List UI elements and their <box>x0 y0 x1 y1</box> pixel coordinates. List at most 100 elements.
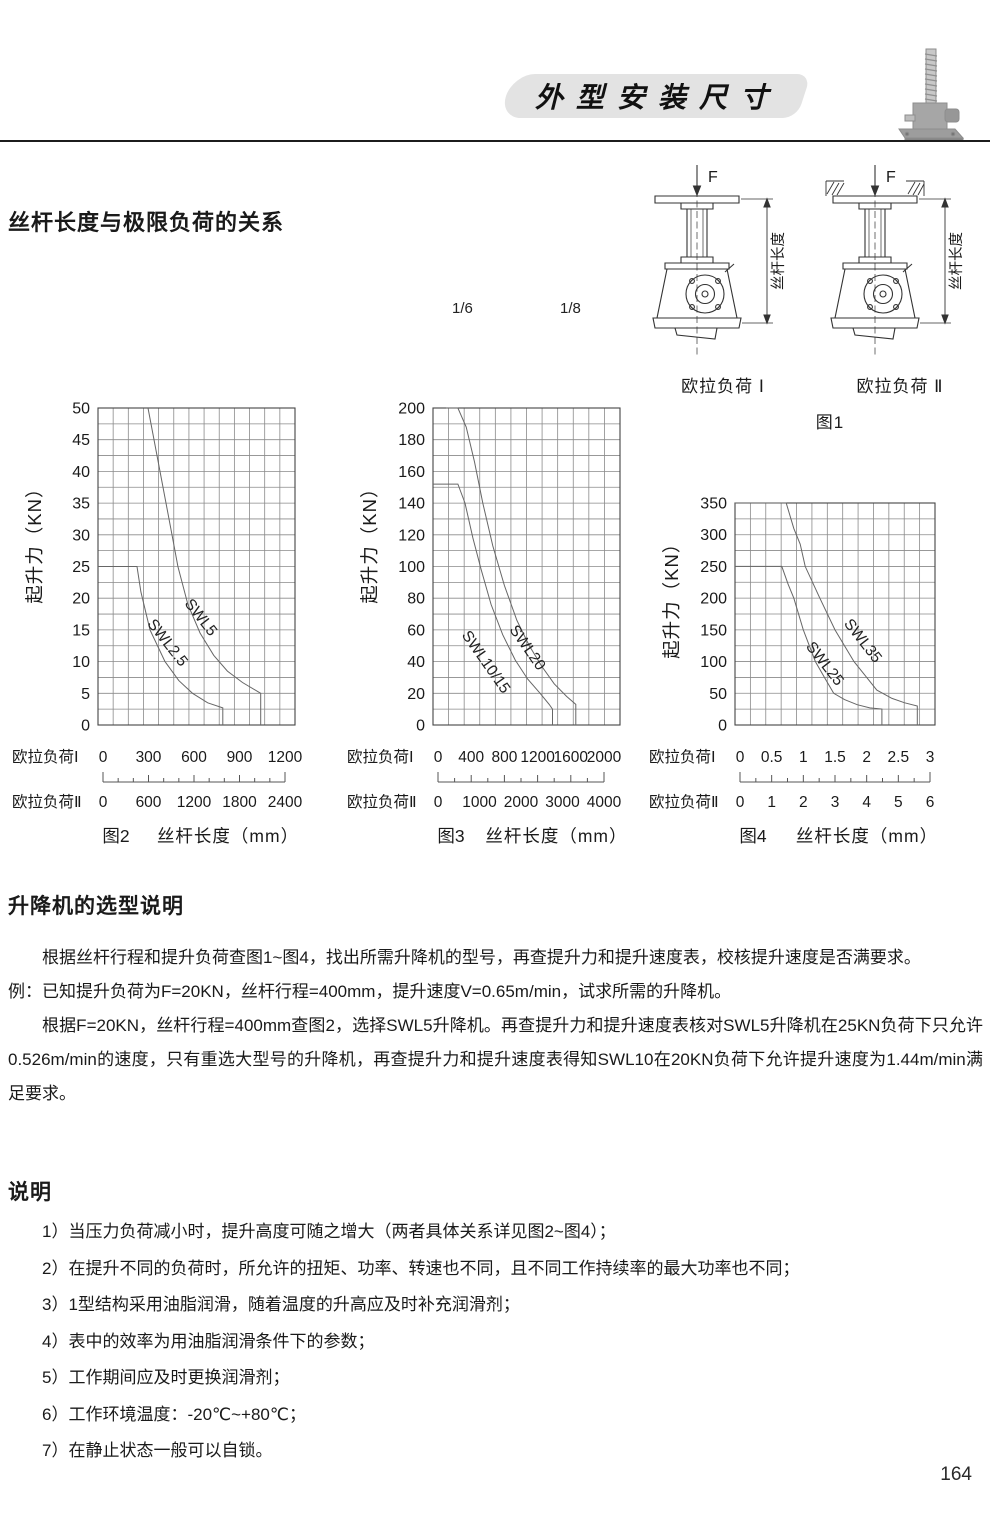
screw-length-dim-label: 丝杆长度 <box>770 232 787 290</box>
screw-length-dim-label: 丝杆长度 <box>948 232 965 290</box>
force-label: F <box>886 169 896 186</box>
euler2-row-label: 欧拉负荷Ⅱ <box>12 793 82 811</box>
scale-note-1-8: 1/8 <box>560 300 581 317</box>
euler1-tick: 1 <box>799 749 808 766</box>
euler1-tick: 0 <box>736 749 745 766</box>
euler1-tick: 600 <box>181 749 207 766</box>
euler1-tick: 400 <box>458 749 484 766</box>
euler1-row-label: 欧拉负荷Ⅰ <box>12 748 79 766</box>
x-axis-title: 丝杆长度（mm） <box>485 826 627 846</box>
selection-paragraph-3: 根据F=20KN，丝杆行程=400mm查图2，选择SWL5升降机。再查提升力和提… <box>8 1016 983 1103</box>
y-tick-label: 350 <box>700 496 727 513</box>
selection-paragraph-2: 例：已知提升负荷为F=20KN，丝杆行程=400mm，提升速度V=0.65m/m… <box>8 982 732 1001</box>
euler1-tick: 2 <box>862 749 871 766</box>
euler-load-1-diagram: F 丝杆长度 <box>645 160 787 365</box>
y-tick-label: 40 <box>72 464 90 481</box>
euler2-tick: 4000 <box>587 794 622 811</box>
euler1-tick: 900 <box>227 749 253 766</box>
selection-heading: 升降机的选型说明 <box>8 895 184 918</box>
selection-paragraph-1: 根据丝杆行程和提升负荷查图1~图4，找出所需升降机的型号，再查提升力和提升速度表… <box>42 948 921 967</box>
euler2-tick: 3000 <box>545 794 580 811</box>
header-banner: 外型安装尺寸 <box>498 74 812 118</box>
figure-number: 图2 <box>102 826 129 846</box>
plot-border <box>432 407 621 726</box>
scale-note-1-6: 1/6 <box>452 300 473 317</box>
euler1-tick: 1200 <box>268 749 303 766</box>
x-axis-title: 丝杆长度（mm） <box>157 826 299 846</box>
euler1-tick: 1200 <box>520 749 555 766</box>
chart-svg: 0 20 40 60 80 100 120 140 160 180 200 起升力（KN） SWL10/… <box>347 401 627 847</box>
euler2-row-label: 欧拉负荷Ⅱ <box>649 793 719 811</box>
euler2-tick: 1000 <box>462 794 497 811</box>
y-tick-label: 30 <box>72 527 90 544</box>
y-tick-label: 100 <box>700 654 727 671</box>
euler1-tick: 1600 <box>554 749 589 766</box>
note-item: 4）表中的效率为用油脂润滑条件下的参数； <box>42 1331 375 1351</box>
y-tick-label: 35 <box>72 496 90 513</box>
notes-heading: 说明 <box>8 1181 52 1204</box>
y-tick-label: 160 <box>398 464 425 481</box>
y-tick-label: 0 <box>416 718 425 735</box>
euler1-tick: 0 <box>99 749 108 766</box>
y-axis-title: 起升力（KN） <box>661 534 682 659</box>
chart-figure4: 0 50 100 150 200 250 300 350 起升力（KN） SWL25 SWL35 欧拉… <box>647 395 982 855</box>
curve-label: SWL25 <box>802 639 847 690</box>
y-tick-label: 50 <box>709 686 727 703</box>
chart-svg: 05101520253035404550起升力（KN）SWL2.5SWL5欧拉负… <box>12 401 303 847</box>
note-item: 3）1型结构采用油脂润滑，随着温度的升高应及时补充润滑剂； <box>42 1295 520 1314</box>
x-axis-title: 丝杆长度（mm） <box>796 826 938 846</box>
euler2-tick: 1 <box>767 794 776 811</box>
euler2-tick: 0 <box>736 794 745 811</box>
y-tick-label: 200 <box>700 591 727 608</box>
page-title: 外型安装尺寸 <box>534 82 781 113</box>
curve-SWL5 <box>147 407 262 725</box>
y-tick-label: 180 <box>398 432 425 449</box>
y-tick-label: 25 <box>72 559 90 576</box>
header-divider <box>0 140 990 143</box>
y-axis-title: 起升力（KN） <box>359 479 380 604</box>
euler1-tick: 2000 <box>587 749 622 766</box>
y-tick-label: 40 <box>407 654 425 671</box>
curve-SWL35 <box>735 502 918 725</box>
x-ruler <box>437 772 605 783</box>
euler2-tick: 0 <box>434 794 443 811</box>
curve-label: SWL10/15 <box>458 628 513 697</box>
y-tick-label: 20 <box>407 686 425 703</box>
y-tick-label: 300 <box>700 527 727 544</box>
selection-text: 根据丝杆行程和提升负荷查图1~图4，找出所需升降机的型号，再查提升力和提升速度表… <box>8 941 983 1111</box>
euler1-tick: 0 <box>434 749 443 766</box>
note-item: 1）当压力负荷减小时，提升高度可随之增大（两者具体关系详见图2~图4）； <box>42 1222 616 1241</box>
euler1-tick: 0.5 <box>761 749 783 766</box>
euler-load-2-caption: 欧拉负荷 Ⅱ <box>856 377 944 396</box>
y-tick-label: 80 <box>407 591 425 608</box>
y-tick-label: 120 <box>398 527 425 544</box>
euler2-tick: 600 <box>136 794 162 811</box>
note-item: 6）工作环境温度：-20℃~+80℃； <box>42 1404 306 1424</box>
euler1-tick: 1.5 <box>824 749 846 766</box>
y-tick-label: 100 <box>398 559 425 576</box>
euler1-tick: 800 <box>491 749 517 766</box>
figure-number: 图3 <box>437 826 464 846</box>
note-item: 2）在提升不同的负荷时，所允许的扭矩、功率、转速也不同，且不同工作持续率的最大功… <box>42 1258 800 1278</box>
euler2-tick: 5 <box>894 794 903 811</box>
euler2-tick: 2000 <box>504 794 539 811</box>
y-tick-label: 0 <box>81 718 90 735</box>
y-tick-label: 0 <box>718 718 727 735</box>
notes-list: 1）当压力负荷减小时，提升高度可随之增大（两者具体关系详见图2~图4）； 2）在… <box>42 1214 972 1470</box>
chart-figure2: 0 5 10 15 20 25 30 35 40 45 50 起升力（KN） SWL2.5 SWL5 欧拉负… <box>10 395 345 855</box>
euler1-tick: 2.5 <box>888 749 910 766</box>
chart-svg: 050100150200250300350起升力（KN）SWL25SWL35欧拉… <box>649 496 938 847</box>
euler2-tick: 3 <box>831 794 840 811</box>
euler2-tick: 2400 <box>268 794 303 811</box>
note-item: 5）工作期间应及时更换润滑剂； <box>42 1368 290 1387</box>
curve-SWL20 <box>446 407 577 725</box>
euler1-tick: 3 <box>926 749 935 766</box>
curve-SWL2.5 <box>98 566 224 725</box>
figure1-caption: 图1 <box>815 413 845 432</box>
euler2-tick: 6 <box>926 794 935 811</box>
curve-SWL10/15 <box>433 483 553 725</box>
curve-SWL25 <box>735 565 883 725</box>
euler2-row-label: 欧拉负荷Ⅱ <box>347 793 417 811</box>
euler2-tick: 1800 <box>222 794 257 811</box>
